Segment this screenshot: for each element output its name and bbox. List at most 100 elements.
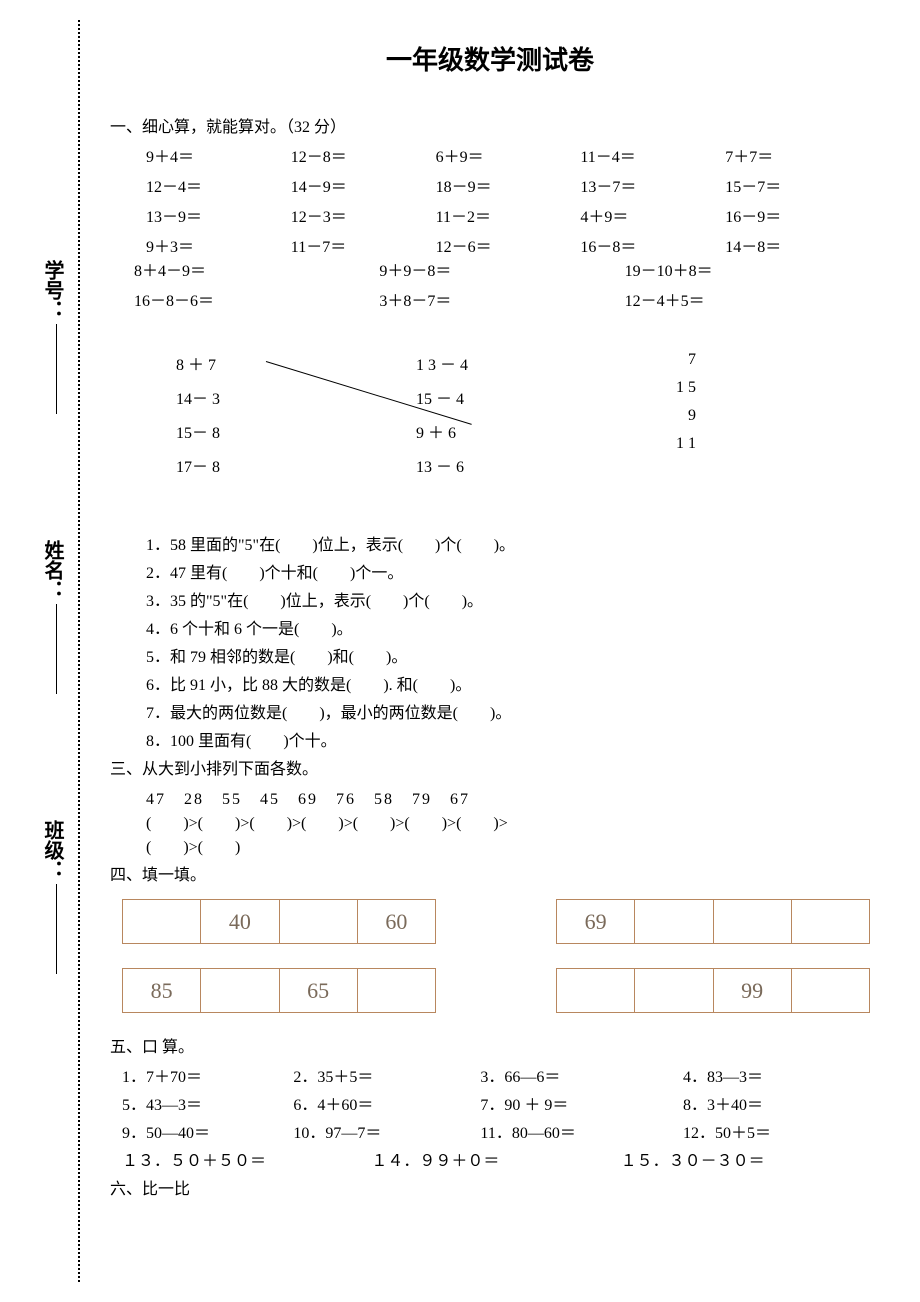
calc-cell: 11－4＝: [580, 143, 725, 167]
seq-cell: [557, 969, 635, 1013]
seq-cell: [791, 900, 869, 944]
calc-cell: 9＋4＝: [146, 143, 291, 167]
sort-blanks-2: ( )>( ): [146, 833, 870, 857]
sort-blanks-1: ( )>( )>( )>( )>( )>( )>( )>: [146, 809, 870, 833]
calc-cell: 11－7＝: [291, 233, 436, 257]
seq-table: 40 60: [122, 899, 436, 944]
calc-cell: 3＋8－7＝: [379, 287, 624, 311]
section6-head: 六、比一比: [110, 1175, 870, 1199]
fill-item: 1．58 里面的"5"在( )位上，表示( )个( )。: [146, 531, 870, 555]
match-item: 1 5: [656, 379, 696, 397]
calc-cell: 6．4＋60＝: [293, 1091, 480, 1115]
id-label-text: 学号：: [41, 260, 63, 320]
seq-cell: 60: [357, 900, 435, 944]
match-item: 1 3 － 4: [416, 351, 468, 375]
match-item: 8 ＋ 7: [176, 351, 220, 375]
fill-item: 7．最大的两位数是( )，最小的两位数是( )。: [146, 699, 870, 723]
calc-cell: 16－9＝: [725, 203, 870, 227]
match-item: 1 1: [656, 435, 696, 453]
calc-cell: 13－9＝: [146, 203, 291, 227]
sort-numbers: 47 28 55 45 69 76 58 79 67: [146, 785, 870, 809]
match-col-left: 8 ＋ 7 14－ 3 15－ 8 17－ 8: [176, 351, 220, 487]
calc-cell: 15－7＝: [725, 173, 870, 197]
seq-cell: 85: [123, 969, 201, 1013]
calc-cell: 7＋7＝: [725, 143, 870, 167]
fill-item: 6．比 91 小，比 88 大的数是( ). 和( )。: [146, 671, 870, 695]
calc-cell: 18－9＝: [436, 173, 581, 197]
fill-item: 5．和 79 相邻的数是( )和( )。: [146, 643, 870, 667]
match-item: 17－ 8: [176, 453, 220, 477]
calc-cell: 19－10＋8＝: [625, 257, 870, 281]
seq-cell: [635, 900, 713, 944]
calc-cell: 9＋9－8＝: [379, 257, 624, 281]
calc-cell: 12－3＝: [291, 203, 436, 227]
match-col-mid: 1 3 － 4 15 － 4 9 ＋ 6 13 － 6: [416, 351, 468, 487]
name-label: 姓名：: [38, 540, 67, 698]
id-label: 学号：: [38, 260, 67, 418]
calc-cell: 6＋9＝: [436, 143, 581, 167]
calc-cell: １３．５０＋５０＝: [122, 1147, 371, 1171]
calc-cell: 12－4＝: [146, 173, 291, 197]
calc-cell: 12－4＋5＝: [625, 287, 870, 311]
calc-cell: 4＋9＝: [580, 203, 725, 227]
calc-cell: 9．50—40＝: [122, 1119, 293, 1143]
section3-head: 三、从大到小排列下面各数。: [110, 755, 870, 779]
seq-table: 85 65: [122, 968, 436, 1013]
matching-block: 8 ＋ 7 14－ 3 15－ 8 17－ 8 1 3 － 4 15 － 4 9…: [146, 351, 870, 491]
seq-cell: [713, 900, 791, 944]
calc-cell: 10．97—7＝: [293, 1119, 480, 1143]
seq-cell: [635, 969, 713, 1013]
calc-cell: １４．９９＋０＝: [371, 1147, 620, 1171]
match-item: 15 － 4: [416, 385, 468, 409]
class-label-text: 班级：: [41, 820, 63, 880]
calc-cell: 2．35＋5＝: [293, 1063, 480, 1087]
seq-cell: 99: [713, 969, 791, 1013]
calc-cell: １５．３０－３０＝: [621, 1147, 870, 1171]
seq-cell: [201, 969, 279, 1013]
seq-table: 99: [556, 968, 870, 1013]
calc-cell: 1．7＋70＝: [122, 1063, 293, 1087]
fill-item: 3．35 的"5"在( )位上，表示( )个( )。: [146, 587, 870, 611]
calc-cell: 12－8＝: [291, 143, 436, 167]
calc-cell: 12－6＝: [436, 233, 581, 257]
match-item: 9 ＋ 6: [416, 419, 468, 443]
match-item: 13 － 6: [416, 453, 468, 477]
seq-cell: 40: [201, 900, 279, 944]
calc-cell: 5．43—3＝: [122, 1091, 293, 1115]
page-title: 一年级数学测试卷: [110, 40, 870, 77]
calc-cell: 8．3＋40＝: [683, 1091, 870, 1115]
class-label: 班级：: [38, 820, 67, 978]
seq-cell: 65: [279, 969, 357, 1013]
match-item: 7: [656, 351, 696, 369]
calc-cell: 7．90 ＋ 9＝: [480, 1091, 683, 1115]
calc-cell: 16－8－6＝: [134, 287, 379, 311]
calc-cell: 11．80—60＝: [480, 1119, 683, 1143]
match-col-right: 7 1 5 9 1 1: [656, 351, 696, 463]
fill-item: 4．6 个十和 6 个一是( )。: [146, 615, 870, 639]
seq-table: 69: [556, 899, 870, 944]
match-item: 15－ 8: [176, 419, 220, 443]
calc-cell: 8＋4－9＝: [134, 257, 379, 281]
calc-cell: 13－7＝: [580, 173, 725, 197]
seq-cell: [791, 969, 869, 1013]
page-content: 一年级数学测试卷 一、细心算，就能算对。（32 分） 9＋4＝ 12－8＝ 6＋…: [110, 40, 870, 1205]
calc-cell: 11－2＝: [436, 203, 581, 227]
calc-cell: 14－9＝: [291, 173, 436, 197]
seq-cell: [123, 900, 201, 944]
fill-item: 2．47 里有( )个十和( )个一。: [146, 559, 870, 583]
calc-cell: 9＋3＝: [146, 233, 291, 257]
binding-dotted-line: [78, 20, 80, 1282]
section5-head: 五、口 算。: [110, 1033, 870, 1057]
sidebar-labels: 班级： 姓名： 学号：: [20, 0, 70, 1302]
section1-head: 一、细心算，就能算对。（32 分）: [110, 113, 870, 137]
seq-cell: [357, 969, 435, 1013]
mental-math: 1．7＋70＝ 2．35＋5＝ 3．66—6＝ 4．83—3＝ 5．43—3＝ …: [122, 1063, 870, 1171]
calc-cell: 16－8＝: [580, 233, 725, 257]
seq-cell: 69: [557, 900, 635, 944]
calc-cell: 3．66—6＝: [480, 1063, 683, 1087]
calc-cell: 14－8＝: [725, 233, 870, 257]
seq-cell: [279, 900, 357, 944]
calc-grid-3col: 8＋4－9＝ 9＋9－8＝ 19－10＋8＝ 16－8－6＝ 3＋8－7＝ 12…: [134, 257, 870, 311]
section4-head: 四、填一填。: [110, 861, 870, 885]
sequence-tables: 40 60 69 85 65 99: [122, 899, 870, 1013]
